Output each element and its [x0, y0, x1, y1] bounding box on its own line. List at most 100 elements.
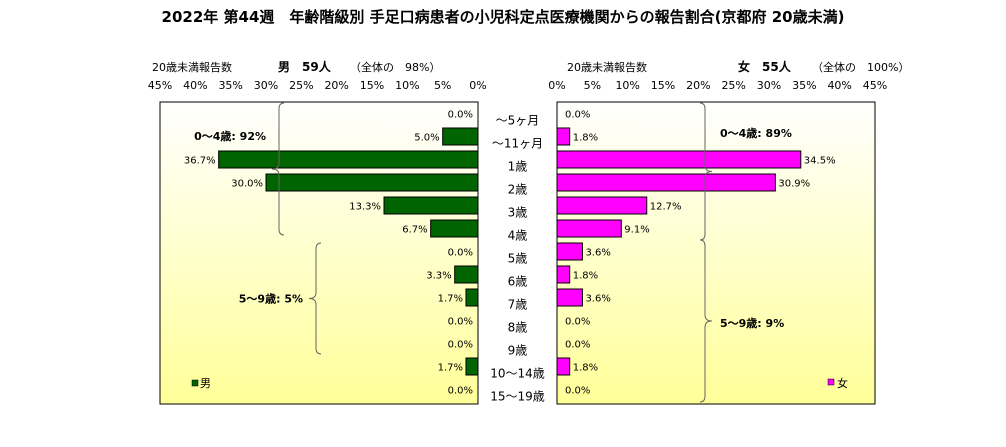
female-group-label: 0～4歳: 89% — [720, 126, 792, 140]
female-group-brackets: 0～4歳: 89% 5～9歳: 9% — [699, 102, 792, 403]
category-label: 5歳 — [508, 252, 528, 266]
male-axis-ticks: 0% 5% 10% 15% 20% 25% 30% 35% 40% 45% — [148, 79, 487, 92]
category-label: 8歳 — [508, 321, 528, 335]
female-legend-label: 女 — [837, 376, 848, 390]
male-header-label: 20歳未満報告数 — [152, 61, 232, 74]
female-tick-label: 35% — [792, 79, 816, 92]
category-label: ～5ヶ月 — [496, 114, 540, 128]
female-bar — [556, 150, 802, 169]
male-tick-label: 20% — [324, 79, 348, 92]
female-legend: 女 — [827, 376, 848, 390]
female-value-label: 0.0% — [565, 110, 590, 121]
male-value-label: 5.0% — [414, 133, 439, 144]
male-tick-label: 30% — [254, 79, 278, 92]
male-header: 20歳未満報告数 男 59人 （全体の 98%） — [152, 59, 440, 74]
category-label: 2歳 — [508, 183, 528, 197]
male-legend-label: 男 — [200, 377, 211, 390]
male-value-label: 36.7% — [184, 156, 216, 167]
male-bar — [454, 265, 479, 284]
category-label: 7歳 — [508, 298, 528, 312]
category-label: 10～14歳 — [490, 367, 545, 381]
female-value-label: 3.6% — [585, 248, 610, 259]
male-value-label: 0.0% — [448, 340, 473, 351]
male-bars — [218, 127, 479, 376]
male-group-bracket — [271, 102, 285, 236]
male-tick-label: 15% — [360, 79, 384, 92]
male-value-label: 3.3% — [426, 271, 451, 282]
category-label: 15～19歳 — [490, 390, 545, 404]
chart-title: 2022年 第44週 年齢階級別 手足口病患者の小児科定点医療機関からの報告割合… — [162, 8, 845, 26]
male-value-label: 6.7% — [402, 225, 427, 236]
female-bar — [556, 357, 571, 376]
female-axis-ticks: 0% 5% 10% 15% 20% 25% 30% 35% 40% 45% — [548, 79, 887, 92]
male-value-label: 1.7% — [438, 294, 463, 305]
male-value-label: 1.7% — [438, 363, 463, 374]
male-header-count: 男 59人 — [278, 59, 332, 74]
female-tick-label: 15% — [651, 79, 675, 92]
category-label: 1歳 — [508, 160, 528, 174]
male-bar — [465, 288, 479, 307]
female-legend-swatch — [827, 378, 835, 386]
female-tick-label: 5% — [584, 79, 601, 92]
male-value-label: 30.0% — [231, 179, 263, 190]
male-bar — [265, 173, 479, 192]
male-tick-label: 45% — [148, 79, 172, 92]
category-label: 3歳 — [508, 206, 528, 220]
male-tick-label: 40% — [183, 79, 207, 92]
male-tick-label: 10% — [395, 79, 419, 92]
category-label: 6歳 — [508, 275, 528, 289]
female-value-labels: 0.0% 1.8% 34.5% 30.9% 12.7% 9.1% 3.6% 1.8% 3.6% 0… — [565, 110, 836, 397]
male-header-share: （全体の 98%） — [350, 60, 440, 74]
male-group-bracket — [308, 242, 322, 355]
category-labels: ～5ヶ月 ～11ヶ月 1歳 2歳 3歳 4歳 5歳 6歳 7歳 8歳 9歳 10～14歳 15～19歳 — [490, 114, 545, 404]
female-bar — [556, 242, 583, 261]
female-tick-label: 25% — [721, 79, 745, 92]
male-bar — [218, 150, 479, 169]
female-tick-label: 0% — [548, 79, 565, 92]
female-bar — [556, 173, 776, 192]
female-bar — [556, 265, 571, 284]
male-value-label: 0.0% — [448, 248, 473, 259]
female-value-label: 1.8% — [573, 271, 598, 282]
female-bar — [556, 288, 583, 307]
male-tick-label: 5% — [434, 79, 451, 92]
female-bar — [556, 196, 648, 215]
female-header-count: 女 55人 — [738, 59, 792, 74]
category-label: 4歳 — [508, 229, 528, 243]
female-group-label: 5～9歳: 9% — [720, 316, 784, 330]
male-value-labels: 0.0% 5.0% 36.7% 30.0% 13.3% 6.7% 0.0% 3.3% 1.7% 0… — [184, 110, 473, 397]
male-tick-label: 25% — [289, 79, 313, 92]
male-tick-label: 0% — [469, 79, 486, 92]
male-bar — [465, 357, 479, 376]
male-group-label: 0～4歳: 92% — [194, 129, 266, 143]
male-bar — [442, 127, 479, 146]
female-tick-label: 30% — [757, 79, 781, 92]
male-value-label: 0.0% — [448, 110, 473, 121]
category-label: ～11ヶ月 — [492, 137, 543, 151]
category-label: 9歳 — [508, 344, 528, 358]
female-value-label: 0.0% — [565, 386, 590, 397]
female-group-bracket — [699, 102, 713, 241]
male-bar — [383, 196, 479, 215]
female-bar — [556, 127, 571, 146]
male-legend-swatch — [191, 379, 199, 387]
female-value-label: 3.6% — [585, 294, 610, 305]
female-tick-label: 45% — [863, 79, 887, 92]
female-header-label: 20歳未満報告数 — [567, 61, 647, 74]
female-value-label: 1.8% — [573, 363, 598, 374]
female-value-label: 0.0% — [565, 317, 590, 328]
female-value-label: 1.8% — [573, 133, 598, 144]
male-panel — [159, 101, 479, 405]
female-bar — [556, 219, 622, 238]
female-header-share: （全体の 100%） — [812, 60, 909, 74]
female-value-label: 9.1% — [624, 225, 649, 236]
male-tick-label: 35% — [218, 79, 242, 92]
male-value-label: 13.3% — [349, 202, 381, 213]
female-tick-label: 40% — [827, 79, 851, 92]
female-tick-label: 10% — [615, 79, 639, 92]
female-value-label: 30.9% — [778, 179, 810, 190]
female-value-label: 0.0% — [565, 340, 590, 351]
female-bars — [556, 127, 802, 376]
female-value-label: 12.7% — [650, 202, 682, 213]
